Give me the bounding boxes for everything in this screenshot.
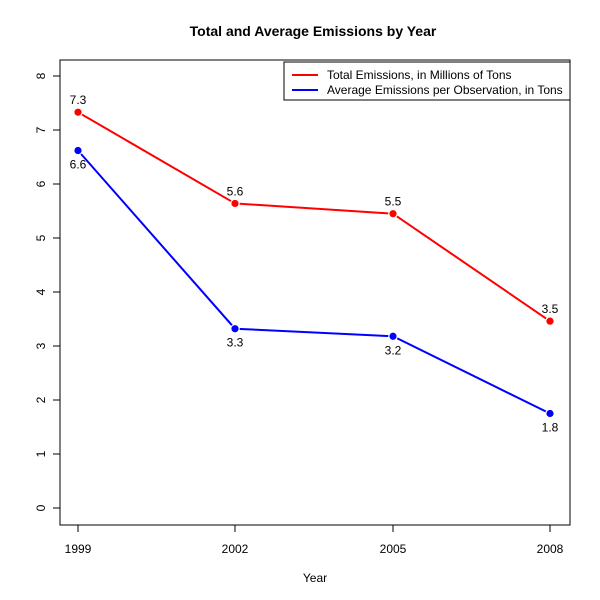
data-label: 3.3 (227, 336, 244, 350)
x-axis: 1999 2002 2005 2008 (65, 524, 564, 556)
legend-box (283, 61, 571, 101)
data-point (230, 323, 240, 334)
data-label: 1.8 (542, 421, 559, 435)
x-tick-label: 2002 (222, 542, 249, 556)
y-tick-label: 4 (34, 288, 48, 295)
data-point (388, 208, 398, 219)
x-axis-title: Year (303, 571, 327, 585)
y-tick-label: 8 (34, 72, 48, 79)
series-1: 7.3 5.6 5.5 3.5 (70, 93, 559, 326)
data-point (230, 198, 240, 209)
data-label: 3.5 (542, 302, 559, 316)
data-label: 6.6 (70, 158, 87, 172)
data-point (388, 331, 398, 342)
y-tick-label: 7 (34, 126, 48, 133)
data-label: 5.6 (227, 184, 244, 198)
series-line (77, 111, 551, 322)
data-point (73, 145, 83, 156)
legend-label: Total Emissions, in Millions of Tons (327, 68, 512, 82)
legend-label: Average Emissions per Observation, in To… (327, 83, 563, 97)
data-label: 7.3 (70, 93, 87, 107)
x-tick-label: 2008 (537, 542, 564, 556)
y-tick-label: 1 (34, 450, 48, 457)
series-2: 6.6 3.3 3.2 1.8 (70, 145, 559, 435)
data-point (73, 107, 83, 117)
data-label: 3.2 (385, 343, 402, 357)
legend: Total Emissions, in Millions of TonsAver… (283, 61, 571, 101)
x-tick-label: 1999 (65, 542, 92, 556)
series-line (77, 149, 551, 415)
x-tick-label: 2005 (380, 542, 407, 556)
data-point (545, 316, 555, 326)
series-layer: 7.3 5.6 5.5 3.5 6.6 3.3 3.2 1.8 (70, 93, 559, 434)
plot-frame (59, 59, 571, 526)
y-tick-label: 6 (34, 180, 48, 187)
y-tick-label: 0 (34, 504, 48, 511)
y-tick-label: 2 (34, 396, 48, 403)
data-label: 5.5 (385, 195, 402, 209)
y-axis: 0 1 2 3 4 5 6 7 8 (34, 72, 61, 511)
chart-title: Total and Average Emissions by Year (190, 23, 437, 39)
y-tick-label: 5 (34, 234, 48, 241)
y-tick-label: 3 (34, 342, 48, 349)
data-point (545, 408, 555, 419)
